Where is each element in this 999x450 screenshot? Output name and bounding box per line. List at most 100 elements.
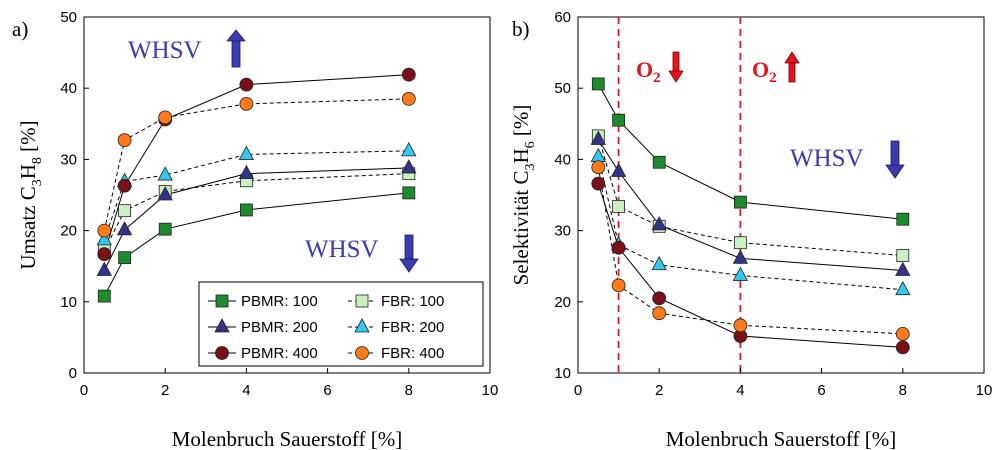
legend-marker-pbmr100	[215, 294, 229, 308]
y-axis-label-a: Umsatz C3H8 [%]	[16, 120, 45, 269]
data-point-pbmr100-b	[612, 113, 625, 127]
legend-marker-fbr200	[354, 318, 370, 333]
axis-ticks-a: 0 2 4 6 8 10 0 10 20 30 40 50	[60, 9, 498, 399]
x-tick-label-a: 8	[405, 382, 413, 399]
data-point-pbmr100-b	[896, 212, 910, 226]
data-point-fbr200-a	[157, 166, 173, 181]
legend-label-pbmr400: PBMR: 400	[241, 345, 318, 362]
data-point-fbr400-b	[652, 306, 667, 321]
plot-frame-b	[577, 16, 985, 374]
legend-label-fbr400: FBR: 400	[381, 345, 444, 362]
data-point-fbr400-b	[733, 318, 748, 333]
y-tick-label-a: 0	[69, 365, 77, 382]
series-line-fbr100-b	[597, 135, 903, 257]
data-point-fbr200-b	[651, 255, 667, 271]
data-point-pbmr400-a	[97, 247, 112, 261]
data-point-pbmr200-a	[157, 186, 173, 201]
whsv-annotation-down-b: WHSV	[790, 145, 864, 172]
legend-marker-fbr100	[355, 294, 369, 308]
data-point-pbmr200-a	[116, 221, 133, 236]
x-axis-label-b: Molenbruch Sauerstoff [%]	[666, 427, 897, 450]
series-line-fbr100-a	[103, 173, 409, 251]
data-point-fbr400-a	[117, 133, 132, 148]
arrow-down-icon	[399, 234, 419, 273]
data-point-fbr400-a	[401, 91, 416, 106]
data-point-pbmr100-a	[158, 222, 172, 236]
data-point-pbmr100-a	[239, 203, 253, 217]
panel-label-b: b)	[512, 17, 530, 41]
chart-umsatz: a) 0 2 4 6 8 10 0 10 20 30 40 50 Molenbruch Sauerst…	[12, 9, 498, 450]
legend: PBMR: 100 PBMR: 200 PBMR: 400 FBR: 100 FBR: …	[198, 281, 484, 367]
data-point-pbmr400-a	[401, 67, 416, 82]
y-tick-label-a: 20	[60, 223, 77, 240]
data-point-pbmr200-b	[590, 130, 606, 145]
legend-label-pbmr100: PBMR: 100	[241, 293, 318, 310]
data-point-pbmr100-b	[591, 77, 605, 91]
arrow-down-icon	[668, 51, 684, 83]
data-point-fbr100-b	[612, 199, 625, 213]
y-tick-label-b: 20	[554, 294, 571, 311]
whsv-annotation-up: WHSV	[128, 37, 202, 64]
data-point-fbr200-a	[401, 142, 417, 157]
data-point-pbmr100-a	[118, 251, 131, 265]
x-tick-label-b: 0	[574, 382, 582, 399]
arrow-up-icon	[784, 51, 800, 83]
series-group-a	[96, 67, 417, 303]
legend-label-fbr200: FBR: 200	[381, 319, 444, 336]
series-line-fbr400-a	[103, 98, 409, 231]
x-tick-label-a: 4	[242, 382, 250, 399]
x-tick-label-a: 6	[323, 382, 331, 399]
plot-frame-a	[83, 16, 491, 374]
whsv-annotation-down: WHSV	[305, 236, 379, 263]
legend-box	[198, 281, 484, 367]
data-point-pbmr400-b	[611, 240, 626, 255]
x-tick-label-b: 8	[899, 382, 907, 399]
x-axis-label-a: Molenbruch Sauerstoff [%]	[172, 427, 403, 450]
y-tick-label-a: 10	[60, 294, 77, 311]
data-point-pbmr400-b	[652, 291, 667, 306]
series-line-fbr200-b	[597, 156, 903, 291]
data-point-pbmr200-a	[401, 159, 417, 174]
data-point-pbmr400-a	[117, 178, 132, 193]
data-point-pbmr200-a	[238, 164, 255, 180]
data-point-pbmr100-b	[734, 195, 747, 209]
arrow-down-icon	[885, 140, 905, 179]
x-tick-label-a: 0	[80, 382, 88, 399]
data-point-fbr200-b	[895, 280, 911, 296]
x-tick-label-b: 2	[655, 382, 663, 399]
data-point-pbmr100-a	[402, 186, 416, 200]
x-tick-label-b: 10	[976, 382, 993, 399]
x-tick-label-a: 10	[482, 382, 499, 399]
panel-label-a: a)	[12, 17, 28, 41]
data-point-pbmr100-b	[652, 155, 666, 169]
data-point-pbmr200-b	[895, 261, 911, 276]
data-point-pbmr100-a	[97, 289, 111, 303]
legend-marker-fbr400	[355, 346, 369, 360]
data-point-pbmr200-b	[732, 249, 749, 264]
y-tick-label-a: 30	[60, 151, 77, 168]
x-tick-label-b: 4	[736, 382, 744, 399]
y-tick-label-b: 40	[554, 151, 571, 168]
y-tick-label-a: 40	[60, 80, 77, 97]
y-tick-label-b: 30	[554, 223, 571, 240]
series-group-b	[590, 77, 911, 355]
legend-marker-pbmr200	[214, 318, 230, 333]
arrow-up-icon	[226, 29, 246, 68]
data-point-fbr400-b	[895, 326, 910, 341]
y-tick-label-b: 60	[554, 9, 571, 26]
axis-ticks-b: 0 2 4 6 8 10 10 20 30 40 50 60	[554, 9, 992, 399]
data-point-pbmr400-b	[591, 176, 606, 191]
data-point-pbmr400-a	[239, 77, 254, 92]
series-line-fbr400-b	[597, 167, 903, 335]
x-tick-label-b: 6	[817, 382, 825, 399]
legend-label-pbmr200: PBMR: 200	[241, 319, 318, 336]
legend-marker-pbmr400	[215, 346, 229, 360]
data-point-pbmr400-b	[895, 340, 910, 355]
data-point-fbr100-b	[734, 236, 747, 250]
data-point-fbr200-b	[590, 147, 606, 162]
data-point-fbr200-a	[96, 231, 112, 246]
chart-selektivitaet: b) 0 2 4 6 8 10 10 20 30 40 50 60 Molenbruch Sauers…	[509, 9, 992, 450]
data-point-fbr400-a	[239, 96, 254, 111]
o2-annotation-down: O2	[636, 57, 661, 86]
y-tick-label-b: 50	[554, 80, 571, 97]
